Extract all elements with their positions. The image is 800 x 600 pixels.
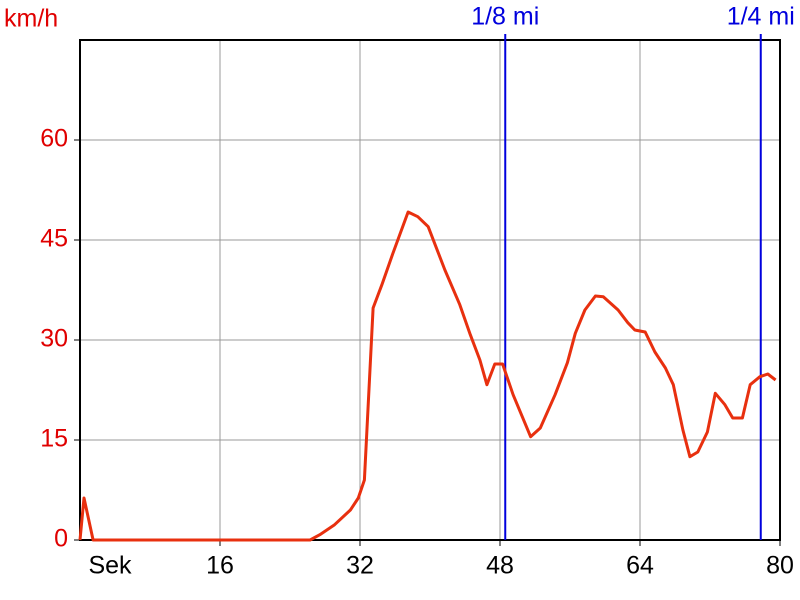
y-axis-label: km/h: [4, 5, 58, 33]
x-tick-label: 32: [346, 552, 374, 580]
x-tick-label: 48: [486, 552, 514, 580]
x-tick-label: 80: [766, 552, 794, 580]
y-tick-label: 0: [54, 525, 68, 553]
plot-frame: [79, 39, 781, 541]
speed-line: [78, 210, 777, 542]
y-tick-label: 15: [40, 425, 68, 453]
x-tick-label: 16: [206, 552, 234, 580]
marker-label: 1/8 mi: [471, 3, 539, 31]
marker-label: 1/4 mi: [727, 3, 795, 31]
x-axis-label: Sek: [88, 552, 132, 580]
x-tick-label: 64: [626, 552, 654, 580]
y-tick-label: 60: [40, 125, 68, 153]
y-tick-label: 30: [40, 325, 68, 353]
y-tick-label: 45: [40, 225, 68, 253]
